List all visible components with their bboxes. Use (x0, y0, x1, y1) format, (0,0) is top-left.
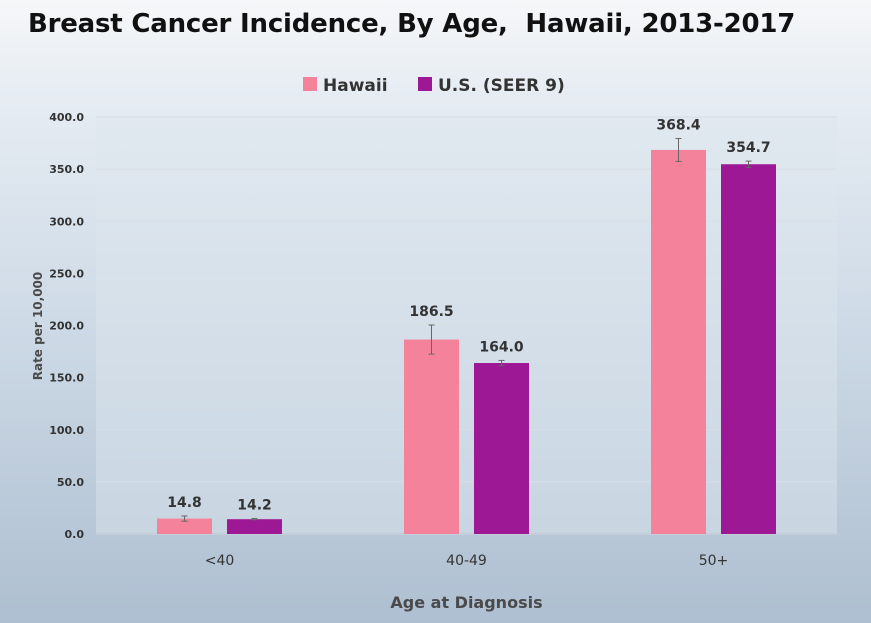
y-tick-label: 50.0 (57, 476, 84, 489)
data-label: 354.7 (726, 140, 770, 156)
y-tick-label: 200.0 (49, 320, 84, 333)
x-axis-title: Age at Diagnosis (390, 593, 542, 612)
bar (721, 164, 776, 534)
data-label: 186.5 (409, 304, 453, 320)
x-tick-label: <40 (205, 553, 235, 569)
data-label: 368.4 (656, 117, 701, 133)
bar (227, 519, 282, 534)
bar (651, 149, 706, 534)
bar (157, 518, 212, 534)
data-label: 14.2 (237, 498, 272, 514)
chart-title: Breast Cancer Incidence, By Age, Hawaii,… (28, 9, 796, 39)
y-tick-label: 250.0 (49, 267, 84, 280)
legend-label-hawaii: Hawaii (323, 76, 388, 96)
x-tick-label: 40-49 (446, 553, 487, 569)
data-label: 14.8 (167, 495, 202, 511)
bar (404, 339, 459, 534)
y-tick-label: 350.0 (49, 163, 84, 176)
y-tick-label: 400.0 (49, 111, 84, 124)
y-tick-label: 0.0 (65, 528, 85, 541)
y-tick-label: 300.0 (49, 215, 84, 228)
legend-label-us: U.S. (SEER 9) (438, 76, 565, 96)
y-tick-label: 150.0 (49, 372, 84, 385)
y-axis-title: Rate per 10,000 (31, 272, 45, 381)
bar (474, 363, 529, 534)
x-tick-label: 50+ (699, 553, 729, 569)
data-label: 164.0 (479, 339, 524, 355)
legend-swatch-hawaii (303, 77, 317, 91)
y-tick-label: 100.0 (49, 424, 84, 437)
legend-swatch-us (418, 77, 432, 91)
